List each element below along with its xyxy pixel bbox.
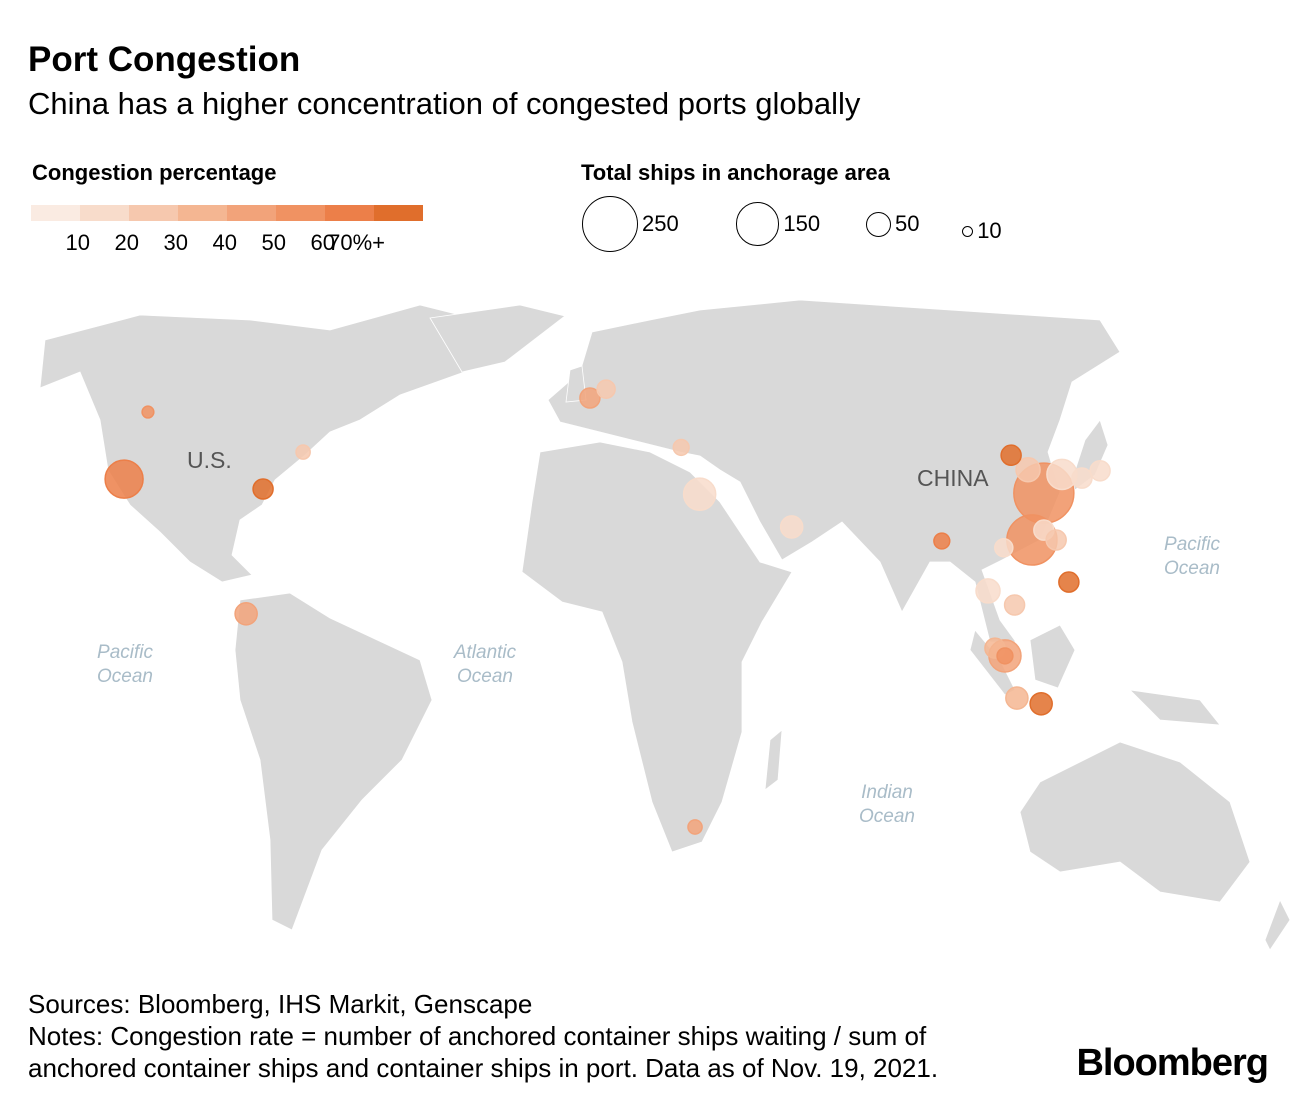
port-bubble: [1089, 460, 1111, 482]
size-legend-item: 250: [582, 196, 679, 252]
port-bubble: [687, 819, 703, 835]
chart-subtitle: China has a higher concentration of cong…: [28, 86, 861, 121]
port-bubble: [295, 444, 311, 460]
size-legend-title: Total ships in anchorage area: [581, 160, 890, 185]
size-legend-item: 150: [736, 202, 821, 246]
label-us: U.S.: [187, 447, 232, 473]
port-bubble: [1015, 456, 1041, 483]
size-legend-label: 10: [977, 218, 1002, 244]
borneo: [1029, 624, 1076, 689]
notes-line-2: anchored container ships and container s…: [28, 1053, 939, 1083]
color-swatch: [374, 205, 423, 221]
port-bubble: [933, 532, 951, 550]
color-swatch: [227, 205, 276, 221]
color-tick: 60: [310, 230, 335, 255]
new-guinea: [1128, 689, 1221, 726]
color-tick: 10: [65, 230, 90, 255]
color-tick: 50: [261, 230, 286, 255]
label-pacific-east-2: Ocean: [1164, 558, 1220, 579]
port-bubbles: [104, 379, 1111, 835]
port-bubble: [1000, 444, 1022, 466]
world-map: U.S. CHINA Pacific Ocean Atlantic Ocean …: [39, 299, 1291, 951]
notes-line-1: Notes: Congestion rate = number of ancho…: [28, 1021, 927, 1051]
port-bubble: [596, 379, 616, 399]
size-legend-item: 10: [962, 218, 1002, 244]
label-indian: Indian: [861, 782, 913, 803]
new-zealand: [1264, 899, 1291, 951]
color-tick: 30: [163, 230, 188, 255]
size-legend-circle: [866, 211, 892, 237]
south-america: [234, 592, 433, 931]
size-legend-label: 250: [642, 211, 679, 236]
port-bubble: [779, 515, 804, 539]
port-bubble: [1071, 467, 1093, 489]
color-tick: 70%+: [328, 230, 385, 255]
color-swatch: [129, 205, 178, 221]
port-bubble: [252, 478, 274, 500]
port-bubble: [672, 438, 690, 457]
size-legend-circle: [736, 202, 780, 246]
port-bubble: [1058, 571, 1080, 593]
color-tick: 40: [212, 230, 237, 255]
color-swatch: [178, 205, 227, 221]
sources: Sources: Bloomberg, IHS Markit, Genscape: [28, 989, 533, 1019]
port-bubble: [996, 647, 1014, 665]
port-bubble: [1029, 691, 1053, 716]
port-bubble: [579, 387, 601, 409]
label-pacific-west: Pacific: [97, 642, 153, 663]
port-bubble: [682, 477, 717, 511]
bloomberg-logo: Bloomberg: [1076, 1042, 1269, 1084]
port-bubble: [994, 537, 1014, 558]
size-legend-item: 50: [866, 211, 920, 237]
label-indian-2: Ocean: [859, 806, 915, 827]
color-legend-title: Congestion percentage: [32, 160, 277, 185]
label-atlantic: Atlantic: [453, 642, 517, 663]
eurasia: [547, 299, 1121, 643]
port-bubble: [1005, 686, 1029, 710]
label-china: CHINA: [917, 465, 989, 491]
size-legend-label: 150: [783, 210, 821, 236]
color-swatch: [325, 205, 374, 221]
color-scale: [31, 205, 423, 221]
size-legend-label: 50: [895, 211, 920, 237]
port-bubble: [1045, 529, 1067, 551]
footer: Sources: Bloomberg, IHS Markit, Genscape…: [28, 988, 938, 1084]
port-bubble: [104, 459, 144, 499]
color-swatch: [80, 205, 129, 221]
greenland: [429, 304, 566, 373]
size-legend-circle: [962, 225, 974, 237]
australia: [1019, 741, 1251, 903]
port-bubble: [234, 601, 258, 626]
color-swatch: [276, 205, 325, 221]
madagascar: [764, 729, 783, 791]
chart-title: Port Congestion: [28, 40, 301, 79]
size-legend-circle: [582, 196, 638, 252]
color-swatch: [31, 205, 80, 221]
label-atlantic-2: Ocean: [457, 666, 513, 687]
port-bubble: [141, 405, 155, 419]
port-bubble: [975, 578, 1001, 604]
label-pacific-west-2: Ocean: [97, 666, 153, 687]
port-bubble: [1003, 594, 1026, 616]
color-tick: 20: [114, 230, 139, 255]
land: [39, 299, 1291, 951]
color-scale-ticks: 10 20 30 40 50 60 70%+: [31, 230, 385, 256]
label-pacific-east: Pacific: [1164, 534, 1220, 555]
